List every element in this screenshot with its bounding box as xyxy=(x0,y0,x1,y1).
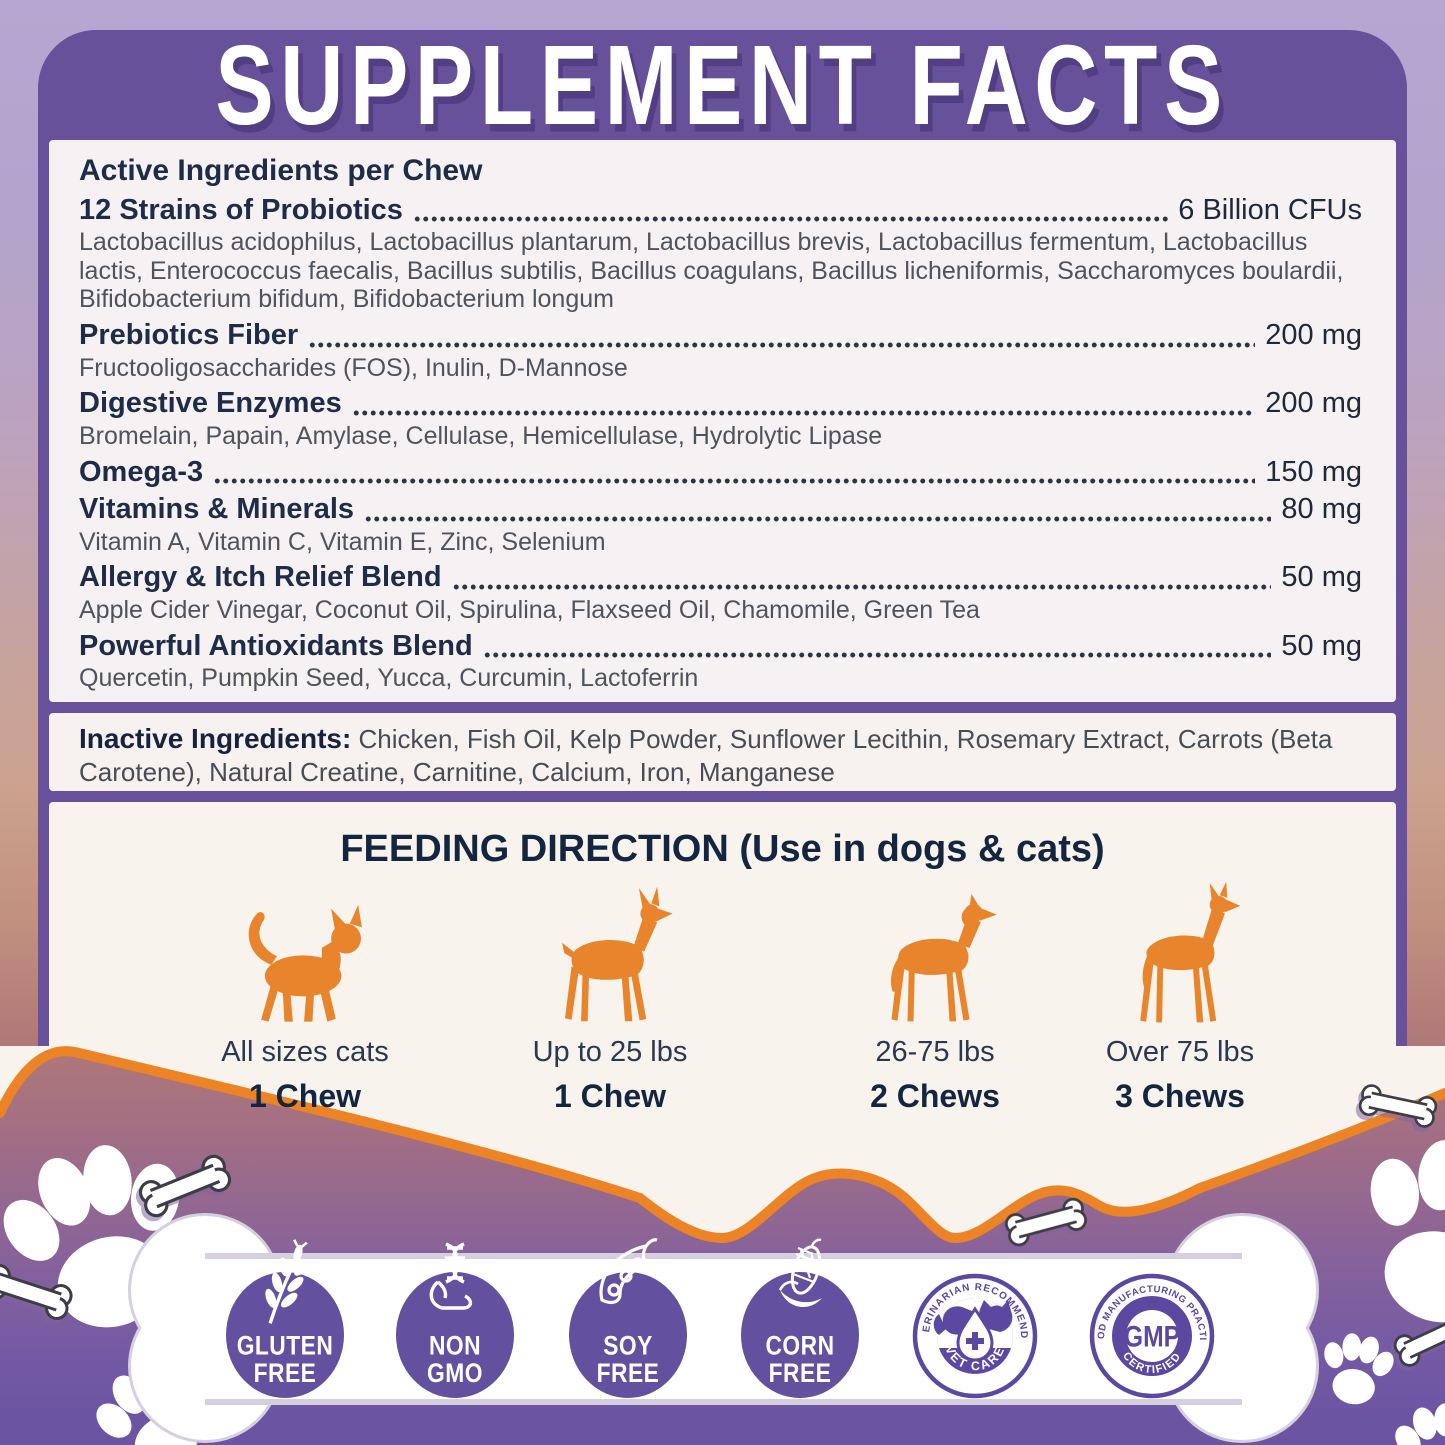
vet-care-badge: VETERINARIAN RECOMMENDED VET CARE xyxy=(912,1273,1038,1399)
pet-size-label: All sizes cats xyxy=(221,1036,389,1068)
ingredient-row: 12 Strains of Probiotics 6 Billion CFUs xyxy=(79,194,1362,226)
feeding-column-medium-dog: 26-75 lbs 2 Chews xyxy=(805,880,1065,1115)
feeding-column-large-dog: Over 75 lbs 3 Chews xyxy=(1050,880,1310,1115)
feeding-direction-panel: FEEDING DIRECTION (Use in dogs & cats) xyxy=(49,802,1396,1053)
inactive-list: Chicken, Fish Oil, Kelp Powder, Sunflowe… xyxy=(79,724,1333,787)
ingredient-label: Vitamins & Minerals xyxy=(79,493,355,526)
dotted-leader xyxy=(213,464,1256,485)
bottom-strip xyxy=(0,1408,1445,1445)
ingredient-sublist: Fructooligosaccharides (FOS), Inulin, D-… xyxy=(79,353,628,382)
ingredient-sublist: Apple Cider Vinegar, Coconut Oil, Spirul… xyxy=(79,595,980,624)
ingredient-amount: 50 mg xyxy=(1281,629,1362,662)
large-dog-icon xyxy=(1140,881,1241,1023)
ingredient-sublist: Lactobacillus acidophilus, Lactobacillus… xyxy=(79,227,1344,314)
pet-size-label: 26-75 lbs xyxy=(875,1036,995,1068)
badge-text: SOY FREE xyxy=(596,1331,660,1389)
dotted-leader xyxy=(412,201,1169,222)
badge-soy-free: SOY FREE xyxy=(566,1238,690,1438)
ingredient-row: Omega-3 150 mg xyxy=(79,456,1362,488)
ingredient-row: Vitamins & Minerals 80 mg xyxy=(79,493,1362,525)
label-frame: SUPPLEMENT FACTS Active Ingredients per … xyxy=(38,21,1407,1053)
medium-dog-icon xyxy=(890,894,997,1022)
dotted-leader xyxy=(308,327,1256,348)
gmp-center-text: GMP xyxy=(1124,1319,1180,1353)
inactive-label: Inactive Ingredients: xyxy=(79,723,352,754)
dotted-leader xyxy=(482,638,1272,659)
active-ingredients-panel: Active Ingredients per Chew 12 Strains o… xyxy=(49,140,1396,702)
feeding-column-small-dog: Up to 25 lbs 1 Chew xyxy=(480,880,740,1115)
dotted-leader xyxy=(351,395,1256,416)
ingredient-label: Prebiotics Fiber xyxy=(79,319,299,352)
bone-icon xyxy=(1390,1306,1445,1370)
ingredient-sublist: Vitamin A, Vitamin C, Vitamin E, Zinc, S… xyxy=(79,527,606,556)
dna-icon xyxy=(429,1242,473,1310)
ingredient-amount: 80 mg xyxy=(1281,493,1362,526)
ingredient-label: Powerful Antioxidants Blend xyxy=(79,629,473,662)
pet-size-label: Up to 25 lbs xyxy=(532,1036,688,1068)
small-dog-icon xyxy=(562,886,673,1022)
chew-count: 2 Chews xyxy=(870,1078,1000,1114)
soy-icon xyxy=(599,1238,658,1305)
badge-corn-free: CORN FREE xyxy=(738,1238,862,1438)
bone-icon xyxy=(0,1261,76,1323)
ingredient-amount: 6 Billion CFUs xyxy=(1178,193,1362,226)
badge-text: CORN FREE xyxy=(765,1331,835,1389)
corn-icon xyxy=(778,1238,822,1308)
dotted-leader xyxy=(364,501,1272,522)
label-header: SUPPLEMENT FACTS xyxy=(49,21,1396,148)
ingredient-label: 12 Strains of Probiotics xyxy=(79,193,403,226)
feeding-column-cats: All sizes cats 1 Chew xyxy=(175,880,435,1115)
badge-text: NON GMO xyxy=(427,1331,483,1389)
ingredient-label: Digestive Enzymes xyxy=(79,387,342,420)
active-heading: Active Ingredients per Chew xyxy=(79,154,483,187)
cat-icon xyxy=(248,904,362,1022)
badge-non-gmo: NON GMO xyxy=(393,1242,517,1438)
ingredient-row: Digestive Enzymes 200 mg xyxy=(79,387,1362,419)
chew-count: 1 Chew xyxy=(553,1078,667,1114)
wheat-icon xyxy=(265,1239,310,1324)
ingredient-row: Prebiotics Fiber 200 mg xyxy=(79,319,1362,351)
badge-gluten-free: GLUTEN FREE xyxy=(223,1239,347,1438)
inactive-ingredients-panel: Inactive Ingredients: Chicken, Fish Oil,… xyxy=(49,713,1396,791)
ingredient-amount: 200 mg xyxy=(1265,319,1362,352)
badge-text: GLUTEN FREE xyxy=(236,1331,334,1389)
pet-size-label: Over 75 lbs xyxy=(1105,1036,1255,1068)
ingredient-sublist: Quercetin, Pumpkin Seed, Yucca, Curcumin… xyxy=(79,664,699,693)
ingredient-amount: 150 mg xyxy=(1265,455,1362,488)
chew-count: 3 Chews xyxy=(1115,1078,1245,1114)
ingredient-label: Allergy & Itch Relief Blend xyxy=(79,561,442,594)
dotted-leader xyxy=(451,569,1272,590)
ingredient-label: Omega-3 xyxy=(79,455,204,488)
inactive-ingredients: Inactive Ingredients: Chicken, Fish Oil,… xyxy=(79,721,1362,789)
wave-divider xyxy=(0,1046,1445,1244)
gmp-badge: GOOD MANUFACTURING PRACTICE GMP CERTIFIE… xyxy=(1089,1273,1215,1399)
feeding-title: FEEDING DIRECTION (Use in dogs & cats) xyxy=(340,828,1105,870)
ingredient-row: Powerful Antioxidants Blend 50 mg xyxy=(79,630,1362,662)
ingredient-amount: 50 mg xyxy=(1281,561,1362,594)
page-title: SUPPLEMENT FACTS xyxy=(215,20,1230,148)
paw-icon xyxy=(1312,1327,1402,1411)
chew-count: 1 Chew xyxy=(248,1078,362,1114)
ingredient-sublist: Bromelain, Papain, Amylase, Cellulase, H… xyxy=(79,421,883,450)
ingredient-amount: 200 mg xyxy=(1265,387,1362,420)
ingredient-row: Allergy & Itch Relief Blend 50 mg xyxy=(79,561,1362,593)
